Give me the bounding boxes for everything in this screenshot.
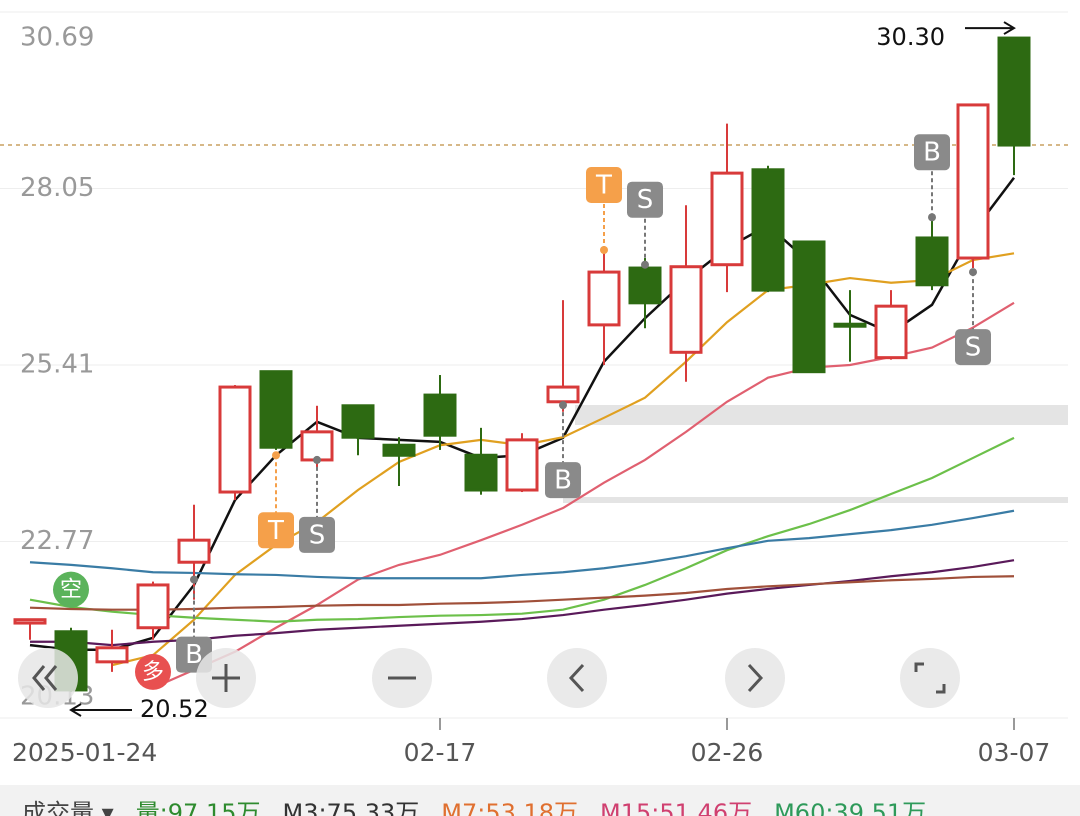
toolbar xyxy=(18,648,960,708)
signal-dot xyxy=(272,451,280,460)
annotation: 20.52 xyxy=(140,695,209,723)
signal-label: T xyxy=(595,171,612,201)
signal-dot xyxy=(969,268,977,277)
signal-badge xyxy=(955,329,991,366)
candle-body xyxy=(833,322,867,328)
volume-bar xyxy=(0,785,1080,816)
candle-body xyxy=(136,583,170,630)
btn-fullscreen[interactable] xyxy=(900,648,960,708)
candle-body xyxy=(587,270,621,327)
candle-body xyxy=(423,393,457,437)
signal-badge xyxy=(586,167,622,204)
ma-line xyxy=(111,252,1015,667)
y-tick-label: 28.05 xyxy=(20,173,94,203)
price-zone xyxy=(575,405,1068,425)
candle-body xyxy=(13,618,47,625)
price-zone xyxy=(563,497,1068,503)
layer: 20.1322.7725.4128.0530.692025-01-2402-17… xyxy=(0,11,1068,767)
y-tick-label: 22.77 xyxy=(20,526,94,556)
candle-body xyxy=(382,443,416,457)
btn-zoom-in[interactable] xyxy=(196,648,256,708)
volume-legend-item: M7:53.18万 xyxy=(441,799,578,816)
btn-right[interactable] xyxy=(725,648,785,708)
candle-body xyxy=(259,370,293,449)
y-tick-label: 30.69 xyxy=(20,23,94,53)
ma-line xyxy=(152,301,1015,689)
annotation-arrow xyxy=(69,703,132,717)
signal-label: B xyxy=(923,138,941,168)
x-tick-label: 03-07 xyxy=(978,738,1051,767)
volume-legend-item: M15:51.46万 xyxy=(600,799,752,816)
signal-label: B xyxy=(554,466,572,496)
signal-dot xyxy=(313,455,321,464)
volume-legend-item: 成交量 ▾ xyxy=(22,799,114,816)
candle-body xyxy=(546,385,580,404)
signal-dot xyxy=(928,213,936,222)
signal-label: S xyxy=(309,520,326,550)
volume-legend-item: 量:97.15万 xyxy=(136,799,261,816)
candle-body xyxy=(751,168,785,292)
x-tick-label: 02-26 xyxy=(691,738,764,767)
candle-body xyxy=(874,304,908,360)
candle-body xyxy=(792,240,826,374)
signal-badge xyxy=(545,462,581,499)
signal-label: S xyxy=(965,333,982,363)
signal-label: 空 xyxy=(60,578,82,603)
candle-body xyxy=(915,236,949,287)
signal-badge xyxy=(299,516,335,553)
candle-body xyxy=(341,404,375,439)
candle-body xyxy=(956,103,990,260)
annotation-arrow xyxy=(965,21,1016,35)
signal-label: B xyxy=(185,640,203,670)
candle-body xyxy=(95,646,129,664)
signal-badge xyxy=(53,571,89,608)
candle-body xyxy=(300,430,334,462)
signal-label: S xyxy=(637,185,654,215)
volume-legend-item: M60:39.51万 xyxy=(774,799,926,816)
candle-body xyxy=(669,265,703,354)
candle-body xyxy=(218,385,252,494)
signal-dot xyxy=(559,401,567,410)
signal-label: 多 xyxy=(142,660,164,685)
x-tick-label: 02-17 xyxy=(404,738,477,767)
candle-body xyxy=(710,171,744,267)
x-tick-label: 2025-01-24 xyxy=(12,738,157,767)
volume-legend-item: M3:75.33万 xyxy=(282,799,419,816)
candle-body xyxy=(505,438,539,492)
candle-body xyxy=(997,36,1031,147)
btn-left[interactable] xyxy=(547,648,607,708)
candle-body xyxy=(464,453,498,492)
annotation: 30.30 xyxy=(876,23,945,51)
signal-dot xyxy=(600,246,608,255)
candle-body xyxy=(177,538,211,564)
btn-zoom-out[interactable] xyxy=(372,648,432,708)
signal-badge xyxy=(914,134,950,171)
btn-back[interactable] xyxy=(18,648,78,708)
candle-body xyxy=(628,266,662,305)
signal-badge xyxy=(258,512,294,549)
signal-badge xyxy=(135,653,171,690)
signal-dot xyxy=(190,575,198,584)
signal-label: T xyxy=(267,516,284,546)
signal-badge xyxy=(627,181,663,218)
y-tick-label: 25.41 xyxy=(20,350,94,380)
signal-dot xyxy=(641,260,649,269)
